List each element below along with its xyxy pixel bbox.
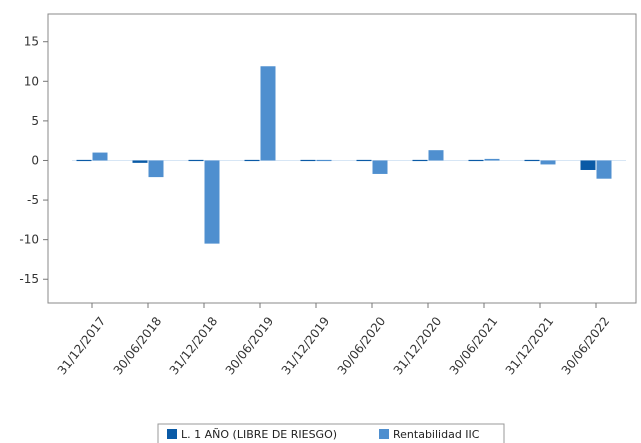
bar-l1-anio xyxy=(356,159,372,162)
bar-l1-anio xyxy=(188,159,204,162)
bar-rentabilidad xyxy=(204,160,220,244)
bars xyxy=(72,66,626,244)
x-tick-label: 31/12/2020 xyxy=(391,314,445,377)
bar-rentabilidad xyxy=(92,152,108,161)
bar-rentabilidad xyxy=(372,160,388,174)
x-tick-label: 30/06/2022 xyxy=(559,314,613,377)
bar-rentabilidad xyxy=(316,159,332,162)
x-tick-label: 30/06/2018 xyxy=(111,314,165,377)
bar-rentabilidad xyxy=(484,158,500,161)
legend-box xyxy=(157,423,505,443)
bar-rentabilidad xyxy=(540,160,556,165)
legend-label-rentabilidad: Rentabilidad IIC xyxy=(393,428,480,441)
bar-rentabilidad xyxy=(428,150,444,161)
x-tick-label: 31/12/2021 xyxy=(503,314,557,377)
x-tick-label: 31/12/2019 xyxy=(279,314,333,377)
bar-rentabilidad xyxy=(596,160,612,179)
legend-swatch-rentabilidad xyxy=(379,429,389,439)
legend: L. 1 AÑO (LIBRE DE RIESGO) Rentabilidad … xyxy=(157,423,505,443)
bar-l1-anio xyxy=(76,159,92,162)
y-axis: -15 -10 -5 0 5 10 15 xyxy=(19,35,48,286)
y-tick-label: -5 xyxy=(27,193,39,207)
bar-l1-anio xyxy=(580,160,596,170)
x-axis: 31/12/2017 30/06/2018 31/12/2018 30/06/2019… xyxy=(55,303,613,377)
bar-l1-anio xyxy=(468,159,484,162)
bar-l1-anio xyxy=(412,159,428,162)
bar-rentabilidad xyxy=(260,66,276,161)
bar-l1-anio xyxy=(132,160,148,163)
y-tick-label: 0 xyxy=(31,153,39,167)
y-tick-label: 15 xyxy=(24,35,39,49)
x-tick-label: 31/12/2017 xyxy=(55,314,109,377)
x-tick-label: 30/06/2020 xyxy=(335,314,389,377)
x-tick-label: 31/12/2018 xyxy=(167,314,221,377)
legend-label-l1-anio: L. 1 AÑO (LIBRE DE RIESGO) xyxy=(181,428,337,441)
y-tick-label: -10 xyxy=(19,233,39,247)
x-tick-label: 30/06/2021 xyxy=(447,314,501,377)
plot-area xyxy=(47,13,637,304)
legend-swatch-l1-anio xyxy=(167,429,177,439)
x-tick-label: 30/06/2019 xyxy=(223,314,277,377)
y-tick-label: -15 xyxy=(19,272,39,286)
bar-l1-anio xyxy=(244,159,260,162)
bar-l1-anio xyxy=(524,159,540,162)
y-tick-label: 10 xyxy=(24,74,39,88)
bar-rentabilidad xyxy=(148,160,164,178)
bar-l1-anio xyxy=(300,159,316,162)
y-tick-label: 5 xyxy=(31,114,39,128)
